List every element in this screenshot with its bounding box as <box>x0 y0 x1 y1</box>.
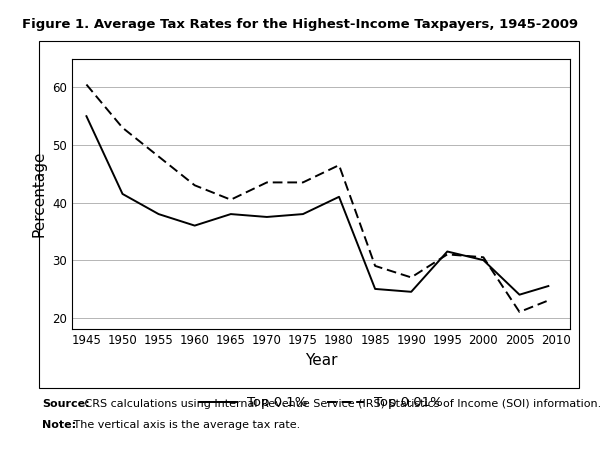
Y-axis label: Percentage: Percentage <box>32 151 47 237</box>
X-axis label: Year: Year <box>305 353 337 368</box>
Text: Figure 1. Average Tax Rates for the Highest-Income Taxpayers, 1945-2009: Figure 1. Average Tax Rates for the High… <box>22 18 578 31</box>
Text: Note:: Note: <box>42 420 76 430</box>
Text: CRS calculations using Internal Revenue Service (IRS) Statistics of Income (SOI): CRS calculations using Internal Revenue … <box>81 399 600 409</box>
Legend: Top 0.1%, Top 0.01%: Top 0.1%, Top 0.01% <box>199 396 443 409</box>
Text: Source:: Source: <box>42 399 89 409</box>
Text: The vertical axis is the average tax rate.: The vertical axis is the average tax rat… <box>70 420 301 430</box>
